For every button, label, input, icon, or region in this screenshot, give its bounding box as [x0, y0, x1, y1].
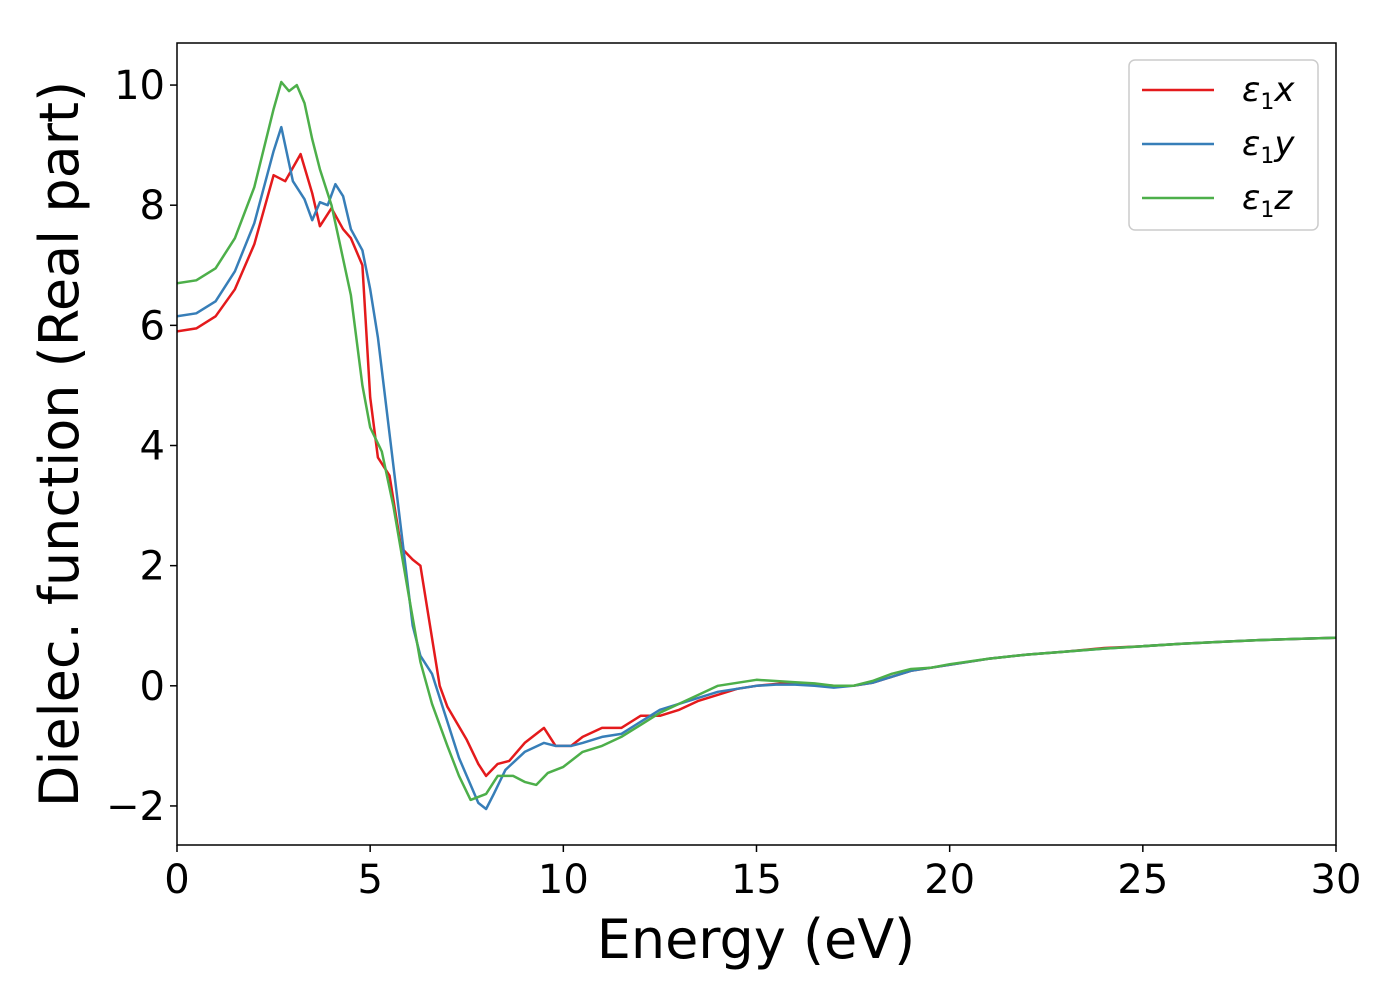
legend-label-y: ε1y — [1242, 124, 1295, 169]
y-tick-label: −2 — [106, 784, 165, 830]
x-axis-label: Energy (eV) — [597, 908, 916, 971]
x-tick-label: 10 — [538, 857, 589, 903]
legend-label-z: ε1z — [1242, 178, 1293, 223]
y-tick-label: 0 — [140, 664, 165, 710]
y-tick-label: 8 — [140, 183, 165, 229]
legend-label-x: ε1x — [1242, 70, 1295, 115]
legend-box — [1128, 59, 1319, 231]
x-tick-label: 0 — [164, 857, 189, 903]
legend: ε1x ε1y ε1z — [1128, 59, 1319, 231]
series-line-x — [177, 152, 1336, 778]
y-tick-label: 6 — [140, 303, 165, 349]
x-tick-label: 15 — [731, 857, 782, 903]
x-tick-label: 25 — [1117, 857, 1168, 903]
x-tick-label: 30 — [1311, 857, 1362, 903]
y-tick-label: 10 — [114, 63, 165, 109]
series-line-z — [177, 80, 1336, 802]
y-axis-label: Dielec. function (Real part) — [28, 81, 91, 807]
y-tick-label: 2 — [140, 544, 165, 590]
x-axis: 0 5 10 15 20 25 30 — [164, 845, 1361, 903]
y-axis: −2 0 2 4 6 8 10 — [106, 63, 177, 830]
x-tick-label: 20 — [924, 857, 975, 903]
series-layer — [177, 80, 1336, 811]
y-tick-label: 4 — [140, 424, 165, 470]
x-tick-label: 5 — [357, 857, 382, 903]
